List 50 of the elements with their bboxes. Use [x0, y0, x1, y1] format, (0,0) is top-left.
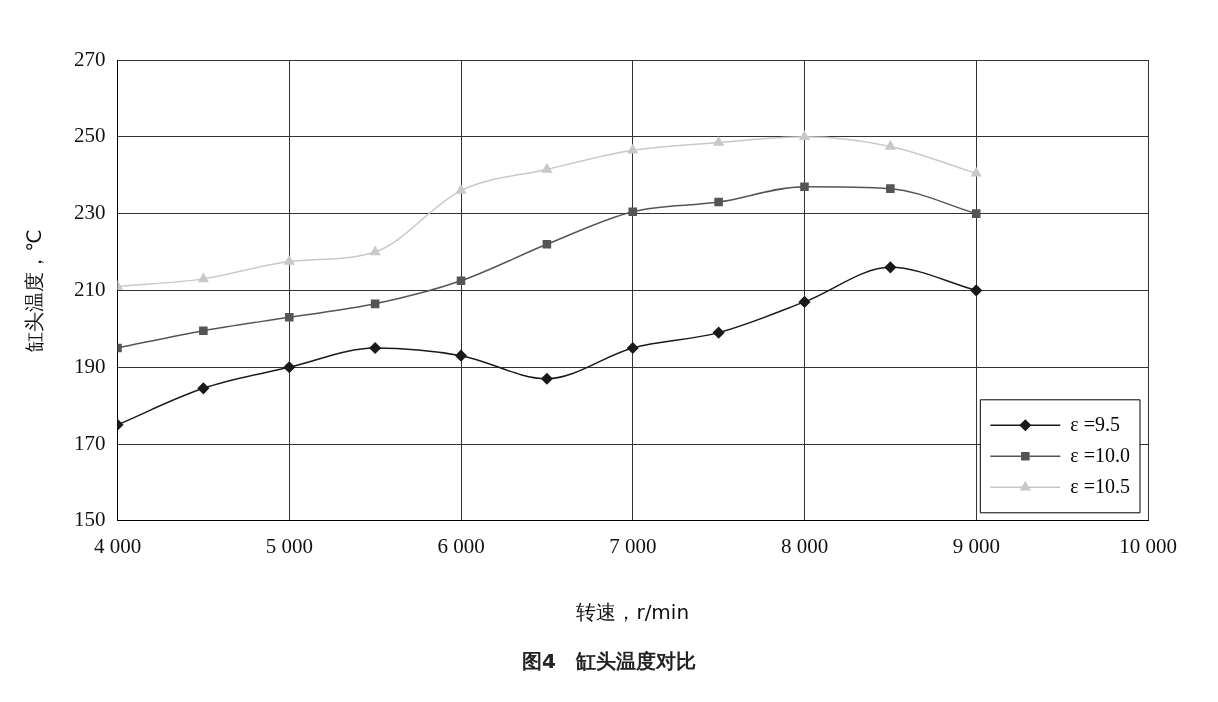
legend-label: ε =10.5 — [1070, 474, 1131, 497]
legend-label: ε =9.5 — [1070, 412, 1121, 435]
point — [627, 342, 639, 354]
point — [971, 167, 982, 177]
point — [197, 382, 210, 395]
y-tick-label: 230 — [74, 200, 106, 225]
point — [455, 184, 467, 194]
point — [714, 197, 723, 207]
point — [971, 209, 981, 218]
point — [970, 284, 982, 297]
point — [456, 276, 466, 286]
y-axis-title: 缸头温度，℃ — [22, 229, 47, 352]
text: 图4 缸头温度对比 — [521, 648, 697, 675]
x-tick-label: 7 000 — [609, 533, 657, 558]
x-tick-label: 9 000 — [952, 533, 1000, 558]
point — [884, 261, 897, 274]
point — [885, 140, 896, 150]
x-tick-label: 4 000 — [93, 533, 142, 558]
point — [713, 136, 724, 146]
point — [886, 184, 895, 193]
point — [370, 299, 380, 309]
x-axis-title: 转速，r/min — [576, 600, 690, 625]
point — [799, 131, 810, 141]
point — [284, 255, 295, 265]
x-tick-label: 5 000 — [265, 533, 313, 558]
x-tick-label: 6 000 — [437, 533, 485, 558]
y-tick-label: 150 — [74, 507, 106, 532]
point — [542, 240, 552, 249]
point — [283, 361, 295, 373]
point — [541, 372, 553, 385]
point — [800, 182, 809, 192]
legend-label: ε =10.0 — [1070, 443, 1131, 466]
point — [455, 349, 467, 362]
y-tick-label: 170 — [74, 430, 106, 455]
point — [198, 273, 209, 283]
y-tick-label: 270 — [74, 46, 106, 71]
point — [284, 312, 294, 322]
point — [541, 163, 552, 173]
point — [199, 326, 208, 336]
y-tick-label: 210 — [74, 276, 106, 301]
y-tick-label: 250 — [74, 123, 106, 148]
point — [370, 246, 381, 256]
point — [712, 326, 725, 339]
x-tick-label: 8 000 — [780, 533, 829, 558]
point — [369, 342, 381, 354]
y-tick-label: 190 — [74, 353, 106, 378]
point — [798, 296, 811, 308]
x-tick-label: 10 000 — [1119, 533, 1177, 558]
point — [627, 144, 638, 154]
point — [628, 207, 638, 216]
